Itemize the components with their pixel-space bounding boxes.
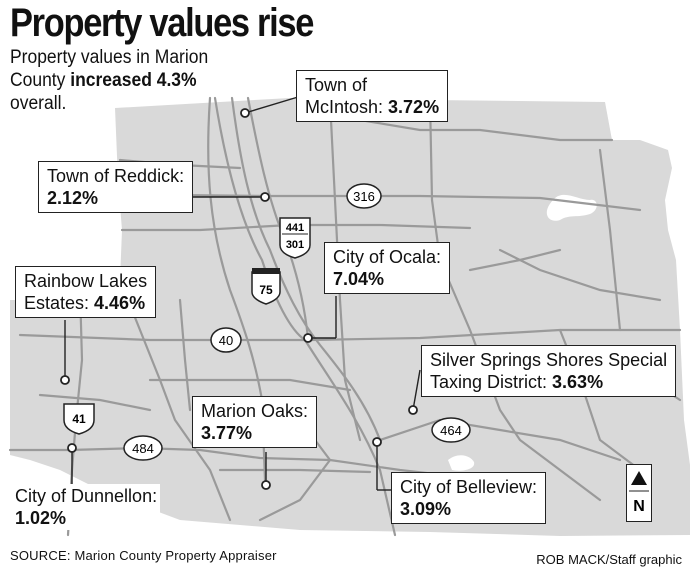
page-title: Property values rise [10, 1, 314, 45]
label-value: 3.63% [552, 372, 604, 392]
label-value: 3.09% [400, 499, 452, 519]
label-ocala: City of Ocala: 7.04% [324, 242, 451, 294]
lake [448, 455, 475, 471]
road [8, 446, 472, 480]
label-silver-springs: Silver Springs Shores Special Taxing Dis… [421, 345, 677, 397]
label-name: City of Belleview: [400, 477, 538, 497]
svg-text:464: 464 [440, 423, 462, 438]
shield-us441-301: 441 301 [279, 217, 311, 259]
label-name: Taxing District: [430, 372, 553, 392]
svg-text:41: 41 [72, 412, 86, 426]
road [468, 248, 562, 272]
svg-text:301: 301 [286, 239, 304, 251]
source-note: SOURCE: Marion County Property Appraiser [10, 548, 277, 563]
label-value: 3.72% [388, 97, 440, 117]
label-rainbow-lakes: Rainbow Lakes Estates: 4.46% [15, 266, 157, 318]
label-name: City of Dunnellon: [15, 486, 158, 506]
place-markers [60, 108, 418, 490]
marker-ocala [303, 333, 313, 343]
label-name: Silver Springs Shores Special [430, 350, 668, 370]
shield-us41: 41 [63, 403, 95, 435]
label-name: Rainbow Lakes [24, 271, 148, 291]
marker-reddick [260, 192, 270, 202]
label-mcintosh: Town of McIntosh: 3.72% [296, 70, 449, 122]
label-name: Estates: [24, 293, 95, 313]
svg-text:316: 316 [353, 189, 375, 204]
svg-text:75: 75 [259, 283, 273, 297]
label-value: 1.02% [15, 508, 67, 528]
label-value: 4.46% [94, 293, 146, 313]
label-name: McIntosh: [305, 97, 389, 117]
shield-484: 484 [123, 435, 163, 461]
road [230, 96, 382, 442]
road [38, 393, 152, 412]
svg-text:40: 40 [219, 333, 233, 348]
subtitle-text: Property values in Marion County [10, 47, 209, 91]
road [148, 378, 352, 392]
shield-40: 40 [210, 327, 242, 353]
marker-belleview [372, 437, 382, 447]
marker-dunnellon [67, 443, 77, 453]
label-marion-oaks: Marion Oaks: 3.77% [192, 396, 318, 448]
label-name: Town of [305, 75, 368, 95]
road [218, 468, 372, 474]
road [358, 118, 614, 142]
road [207, 96, 267, 482]
label-name: Marion Oaks: [201, 401, 309, 421]
marker-silver [408, 405, 418, 415]
marker-mcintosh [240, 108, 250, 118]
label-value: 7.04% [333, 269, 385, 289]
label-name: Town of Reddick: [47, 166, 185, 186]
svg-text:441: 441 [286, 222, 304, 234]
marker-marion-oaks [261, 480, 271, 490]
subtitle-highlight: increased 4.3% [70, 70, 197, 91]
shield-i75: 75 [251, 268, 281, 305]
road [213, 96, 397, 537]
svg-text:N: N [633, 498, 645, 515]
label-value: 2.12% [47, 188, 99, 208]
north-arrow: N [626, 464, 652, 522]
marker-rainbow [60, 375, 70, 385]
shield-316: 316 [346, 183, 382, 209]
shield-464: 464 [431, 417, 471, 443]
label-belleview: City of Belleview: 3.09% [391, 472, 546, 524]
road [378, 418, 622, 462]
road [598, 148, 622, 332]
label-value: 3.77% [201, 423, 253, 443]
subtitle: Property values in Marion County increas… [10, 46, 231, 115]
label-name: City of Ocala: [333, 247, 442, 267]
subtitle-text-end: overall. [10, 93, 67, 114]
road [328, 98, 362, 442]
road [178, 298, 192, 412]
north-arrow-icon: N [629, 471, 649, 515]
label-dunnellon: City of Dunnellon: 1.02% [12, 484, 161, 530]
road [118, 278, 232, 522]
label-reddick: Town of Reddick: 2.12% [38, 161, 194, 213]
credit: ROB MACK/Staff graphic [536, 552, 682, 567]
svg-text:484: 484 [132, 441, 154, 456]
leader-lines [64, 96, 421, 491]
